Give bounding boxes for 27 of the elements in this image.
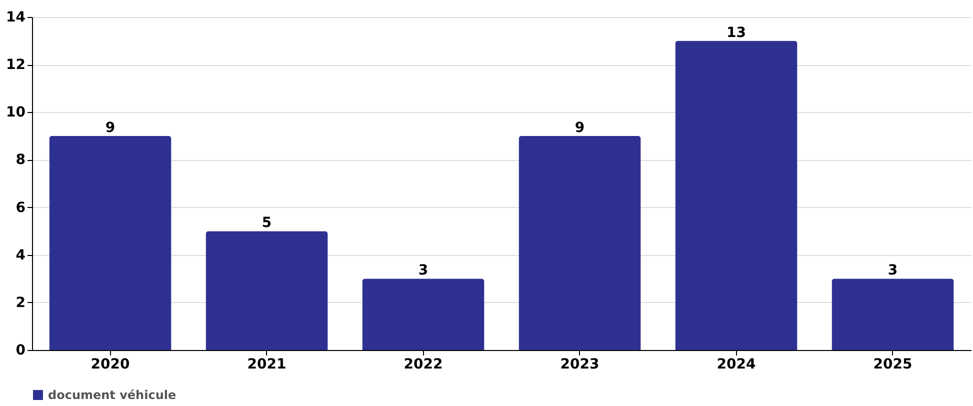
bar	[675, 40, 798, 350]
data-label: 13	[726, 24, 746, 41]
y-tick-label: 2	[16, 294, 26, 311]
data-label: 3	[418, 262, 428, 279]
bar	[832, 278, 954, 350]
bar	[49, 136, 172, 350]
y-tick-label: 4	[16, 247, 26, 264]
bar	[206, 231, 328, 350]
x-tick-label: 2020	[90, 356, 130, 372]
data-label: 9	[574, 120, 585, 136]
y-tick-label: 6	[16, 200, 26, 216]
y-tick-label: 8	[16, 152, 26, 168]
y-tick-label: 14	[6, 10, 26, 26]
bar	[362, 278, 484, 350]
y-tick-label: 12	[6, 57, 26, 74]
x-tick-label: 2021	[247, 356, 286, 372]
x-tick-label: 2024	[716, 356, 756, 372]
y-tick-label: 0	[16, 342, 26, 358]
data-label: 9	[105, 120, 116, 136]
x-tick-label: 2023	[560, 356, 600, 372]
x-tick-label: 2025	[873, 356, 912, 372]
bar	[518, 136, 641, 350]
data-label: 5	[262, 215, 272, 232]
data-label: 3	[888, 262, 898, 279]
x-tick-label: 2022	[404, 356, 443, 372]
y-tick-label: 10	[6, 104, 26, 121]
legend-label: document véhicule	[48, 388, 176, 402]
